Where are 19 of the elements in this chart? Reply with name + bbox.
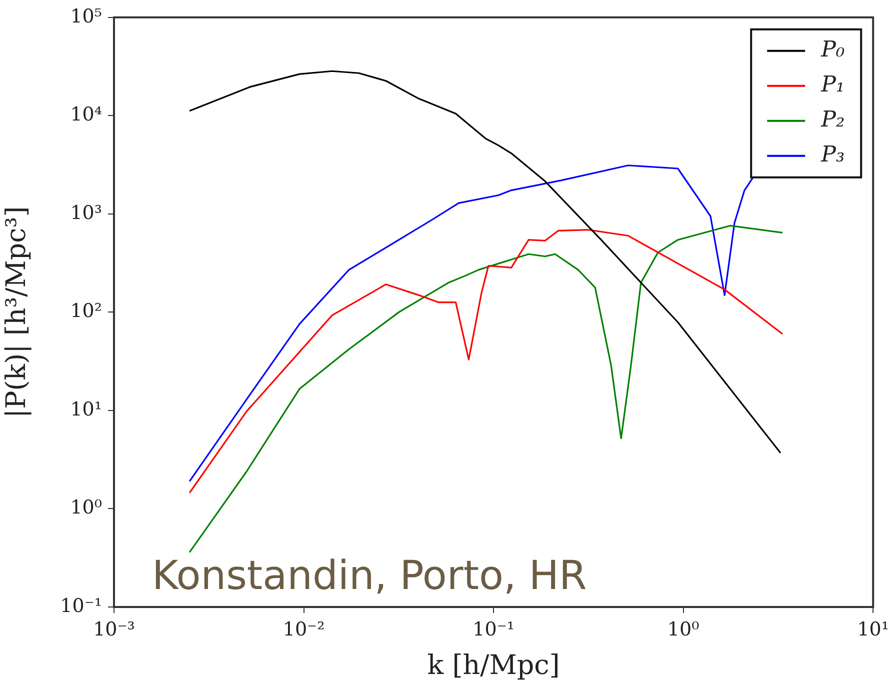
x-tick-label: 10⁻³ xyxy=(93,618,135,640)
legend-label: P₀ xyxy=(820,38,845,63)
legend-label: P₂ xyxy=(820,108,845,133)
y-tick-label: 10² xyxy=(70,300,102,322)
y-tick-label: 10⁻¹ xyxy=(60,594,102,617)
y-tick-label: 10³ xyxy=(70,202,102,224)
x-tick-label: 10⁻¹ xyxy=(472,618,514,640)
y-axis-title: |P(k)| [h³/Mpc³] xyxy=(1,206,32,418)
x-tick-label: 10¹ xyxy=(857,618,889,640)
y-tick-label: 10⁴ xyxy=(70,104,102,126)
legend-label: P₃ xyxy=(820,142,845,168)
y-tick-label: 10⁰ xyxy=(70,496,102,519)
x-tick-label: 10⁰ xyxy=(667,618,700,640)
x-axis-title: k [h/Mpc] xyxy=(427,650,560,681)
x-tick-label: 10⁻² xyxy=(282,618,325,640)
y-tick-label: 10⁵ xyxy=(70,5,102,28)
legend-label: P₁ xyxy=(820,72,845,98)
y-tick-label: 10¹ xyxy=(70,398,102,420)
annotation: Konstandin, Porto, HR xyxy=(152,553,587,599)
